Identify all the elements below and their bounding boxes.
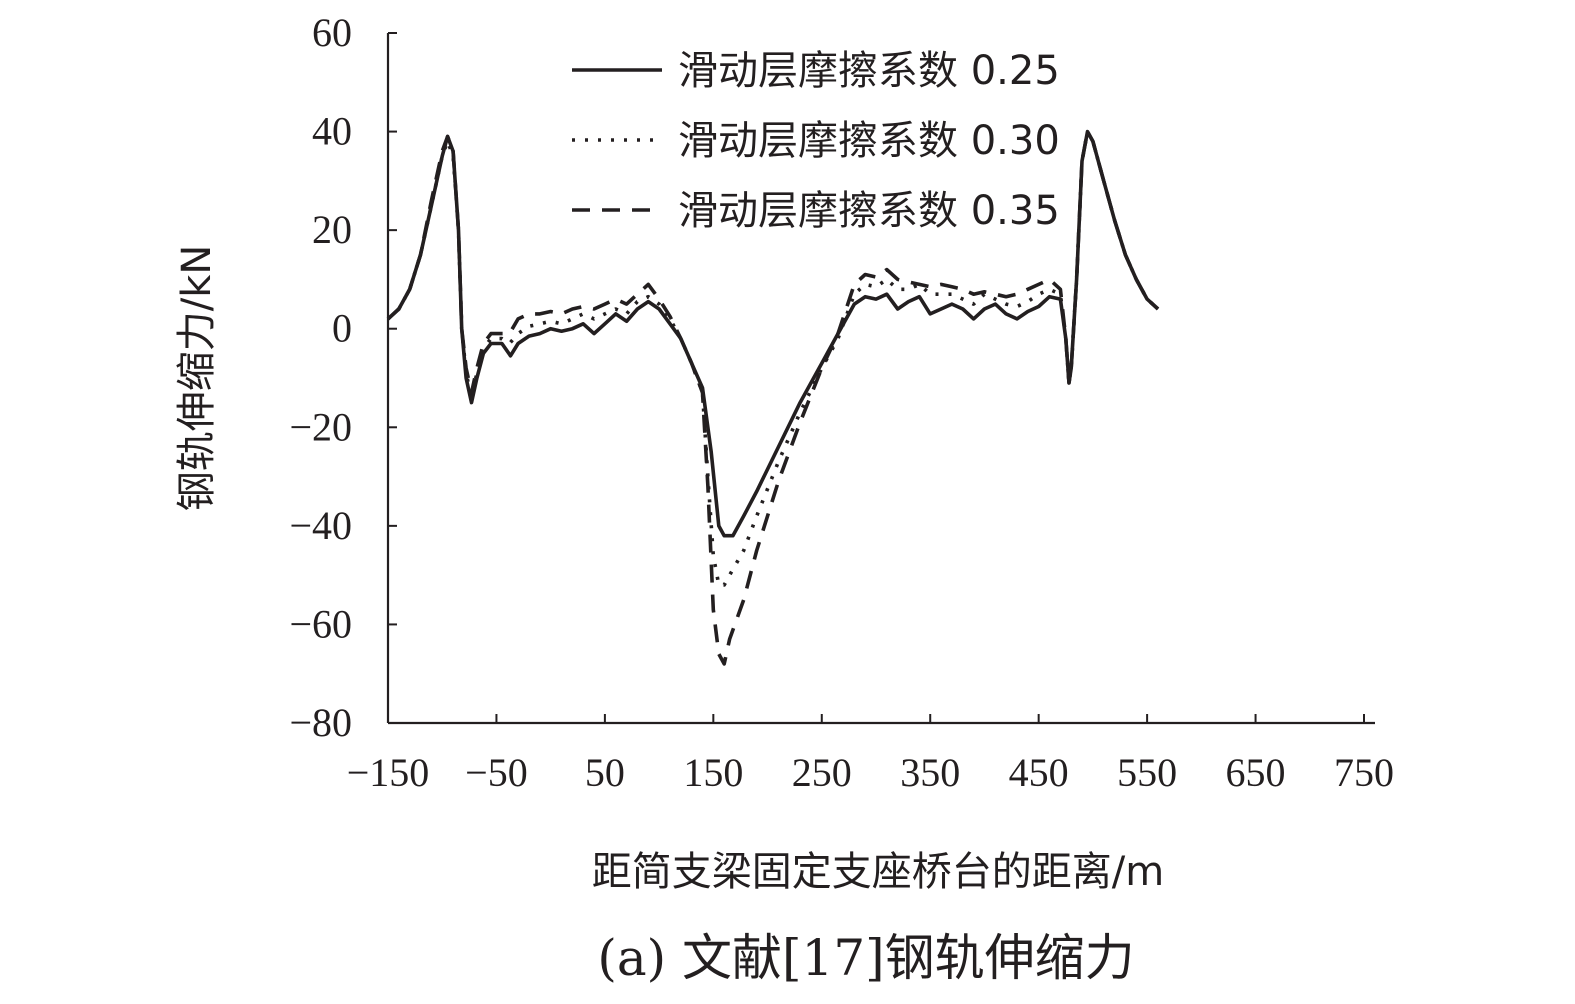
x-axis-title: 距简支梁固定支座桥台的距离/m	[592, 849, 1164, 895]
x-tick-label: 150	[683, 750, 743, 795]
series-line-solid	[386, 129, 1160, 538]
y-tick-label: −40	[289, 503, 352, 548]
x-tick-label: 650	[1226, 750, 1286, 795]
legend-label: 滑动层摩擦系数 0.25	[678, 48, 1060, 94]
y-tick-label: −20	[289, 404, 352, 449]
legend: 滑动层摩擦系数 0.25 滑动层摩擦系数 0.30 滑动层摩擦系数 0.35	[572, 48, 1060, 234]
series-line-dashed	[386, 129, 1160, 666]
x-tick-label: 350	[900, 750, 960, 795]
y-axis-title: 钢轨伸缩力/kN	[174, 245, 220, 512]
axes	[386, 33, 1375, 725]
x-tick-label: −50	[465, 750, 528, 795]
x-tick-label: 750	[1334, 750, 1394, 795]
y-tick-label: 0	[332, 306, 352, 351]
x-tick-label: 550	[1117, 750, 1177, 795]
y-tick-label: −80	[289, 700, 352, 745]
y-tick-label: 60	[312, 10, 352, 55]
y-tick-label: −60	[289, 601, 352, 646]
x-tick-label: 50	[585, 750, 625, 795]
legend-label: 滑动层摩擦系数 0.35	[678, 188, 1060, 234]
y-tick-label: 40	[312, 109, 352, 154]
series-layer	[386, 129, 1160, 666]
figure-caption: (a) 文献[17]钢轨伸缩力	[597, 929, 1134, 987]
x-tick-label: 450	[1009, 750, 1069, 795]
legend-label: 滑动层摩擦系数 0.30	[678, 118, 1060, 164]
x-tick-label: −150	[347, 750, 430, 795]
x-tick-label: 250	[792, 750, 852, 795]
y-tick-label: 20	[312, 207, 352, 252]
ticks: −80 −60 −40 −20 0 20 40 60 −150 −50 50 150 250 350 450…	[289, 10, 1394, 795]
